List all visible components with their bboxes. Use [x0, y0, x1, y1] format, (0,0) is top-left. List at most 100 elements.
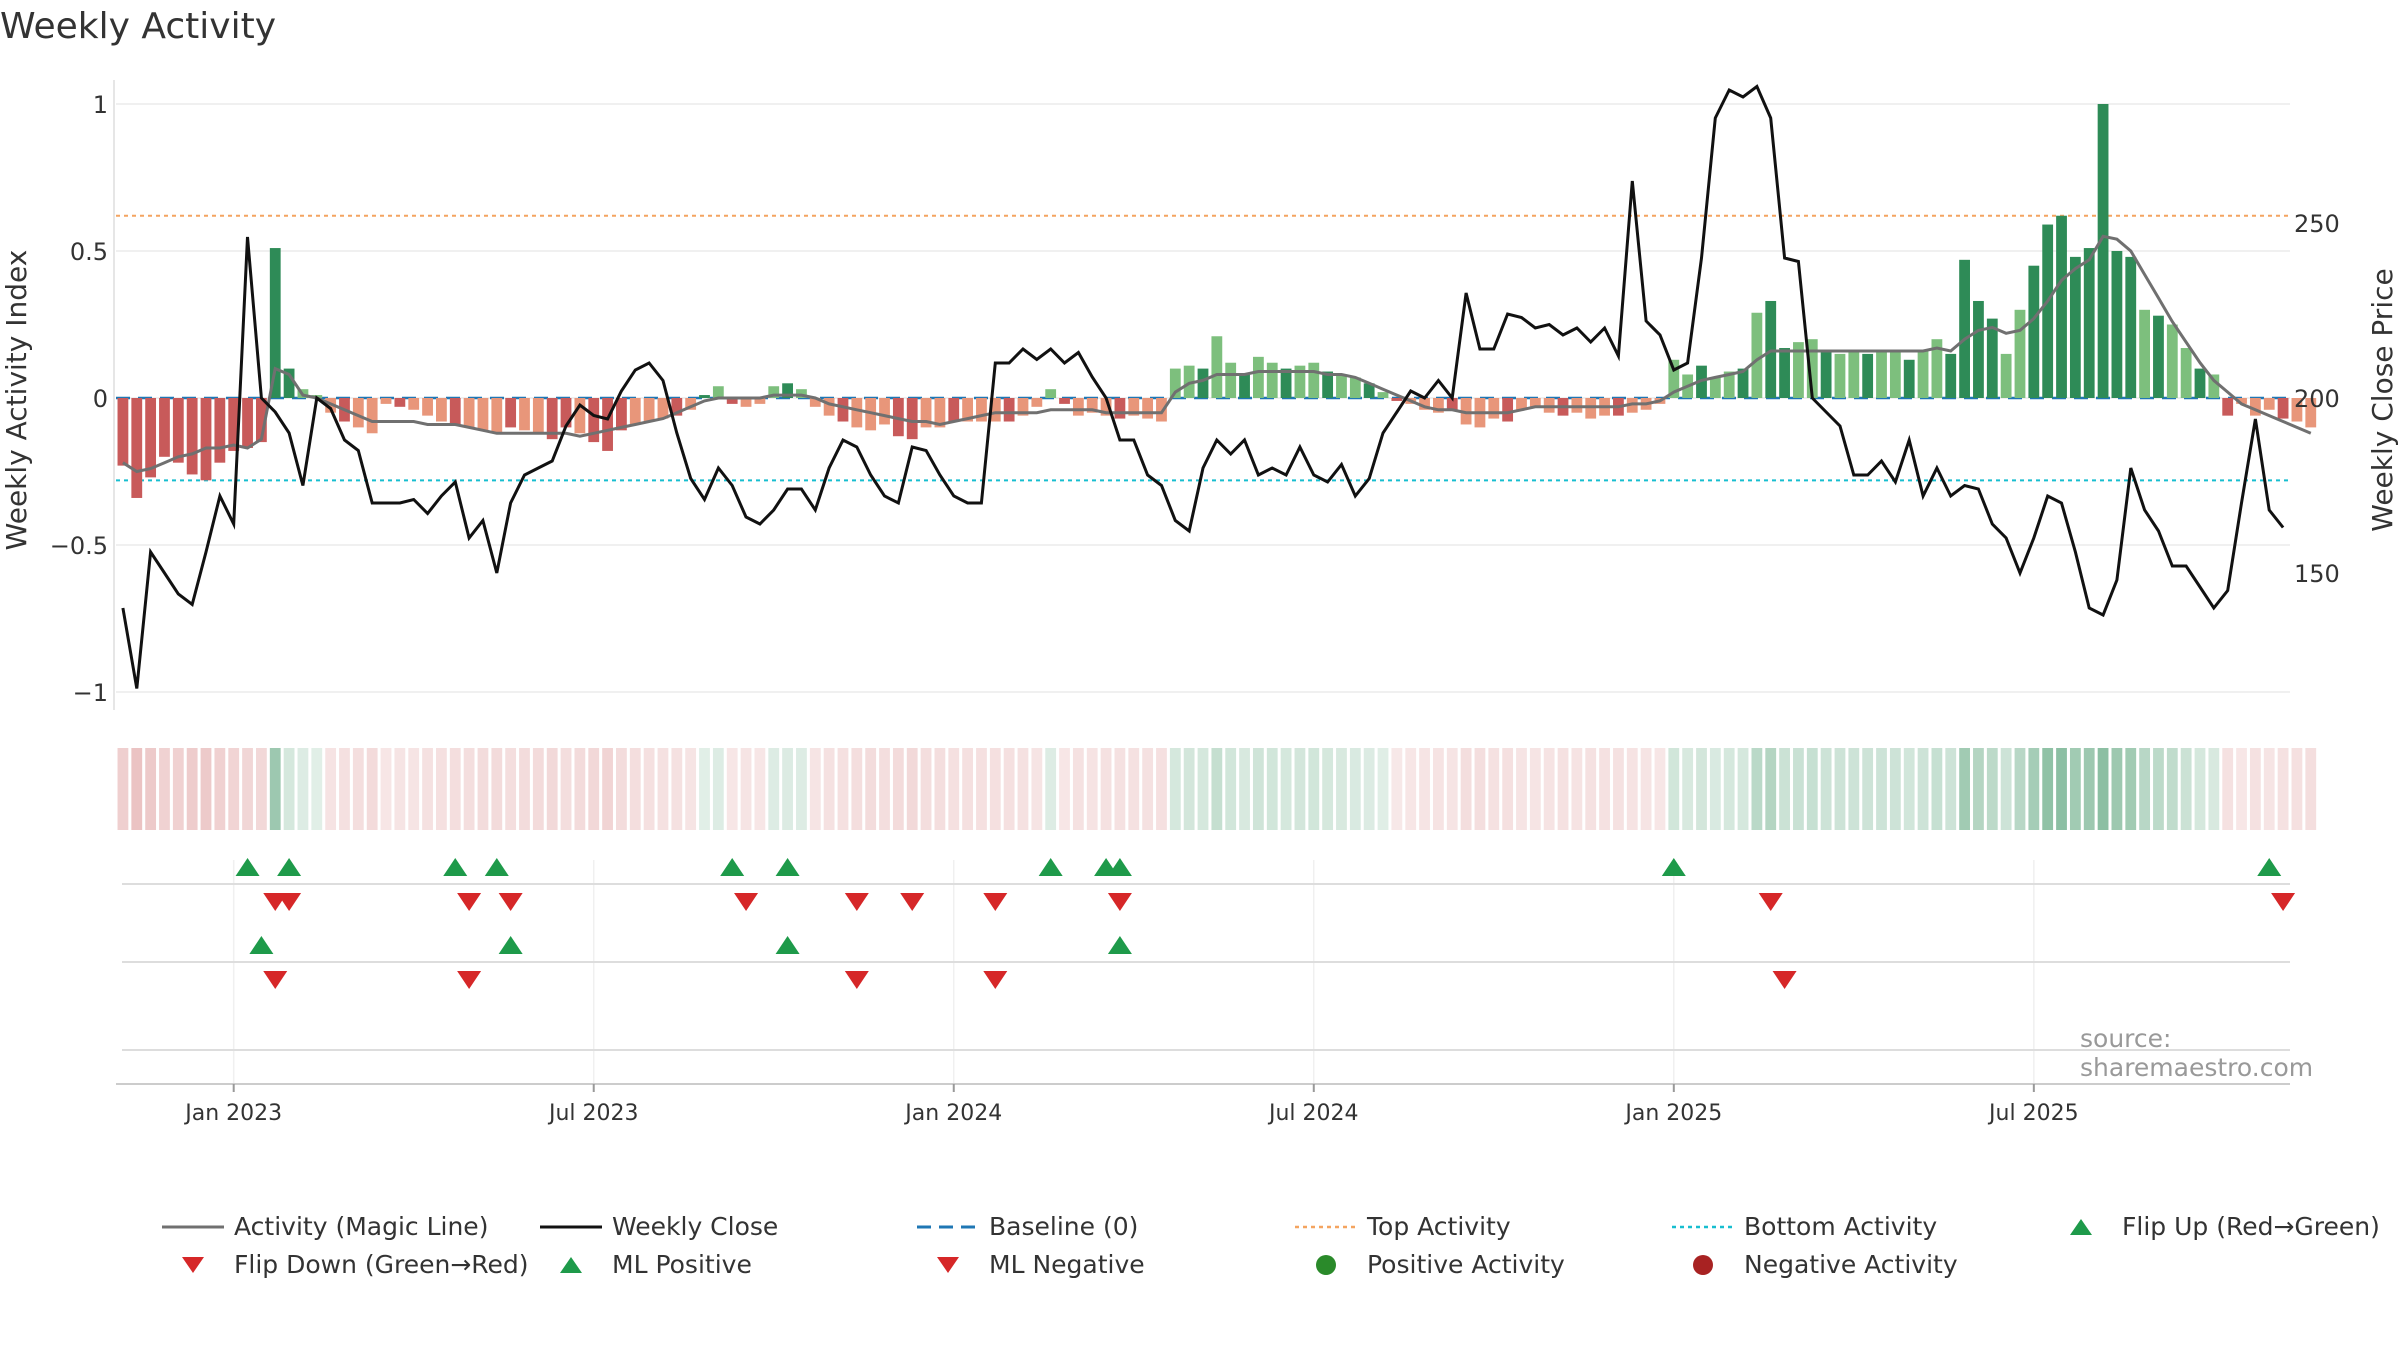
heat-cell	[740, 748, 752, 830]
heat-cell	[1072, 748, 1084, 830]
heat-cell	[1820, 748, 1832, 830]
activity-bar	[1252, 356, 1264, 398]
activity-bar	[1751, 312, 1763, 398]
heat-cell	[1516, 748, 1527, 830]
heat-cell	[1377, 748, 1389, 830]
activity-bar	[2166, 324, 2178, 398]
activity-bar	[1322, 371, 1334, 398]
y-tick-label: 0	[93, 385, 108, 413]
activity-bar	[1031, 398, 1043, 407]
legend-item: Flip Down (Green→Red)	[160, 1250, 529, 1279]
ml-negative-marker	[983, 971, 1008, 989]
heat-cell	[796, 748, 807, 830]
activity-bar	[214, 398, 226, 463]
activity-bar	[1294, 365, 1306, 398]
activity-bar	[2000, 353, 2012, 398]
triangle-down-icon	[937, 1256, 959, 1273]
activity-bar	[2097, 104, 2109, 398]
activity-bar	[1973, 300, 1984, 398]
activity-bar	[436, 398, 447, 422]
heat-cell	[1599, 748, 1610, 830]
activity-bar	[1862, 353, 1874, 398]
flip-down-marker	[734, 893, 759, 911]
heat-cell	[2236, 748, 2247, 830]
activity-bar	[796, 389, 807, 398]
heat-cell	[1322, 748, 1334, 830]
x-tick-label: Jan 2025	[1623, 1101, 1722, 1126]
activity-bar	[200, 398, 212, 481]
activity-bar	[2111, 251, 2123, 398]
heat-cell	[1336, 748, 1347, 830]
heat-cell	[1239, 748, 1250, 830]
heat-cell	[214, 748, 226, 830]
heat-cell	[1557, 748, 1569, 830]
legend-item: Bottom Activity	[1670, 1212, 1937, 1241]
activity-bar	[449, 398, 461, 425]
activity-bar	[712, 386, 724, 398]
flip-up-marker	[277, 858, 302, 876]
heat-cell	[1266, 748, 1278, 830]
legend: Activity (Magic Line) Weekly Close Baselin…	[160, 1212, 2400, 1292]
heat-cell	[1003, 748, 1015, 830]
activity-bar	[920, 398, 932, 428]
heat-cell	[1488, 748, 1500, 830]
heat-cell	[851, 748, 863, 830]
heat-cell	[2263, 748, 2275, 830]
activity-bar	[1114, 398, 1126, 419]
heat-cell	[1682, 748, 1694, 830]
legend-label: Positive Activity	[1367, 1250, 1565, 1279]
heat-cell	[1433, 748, 1444, 830]
heat-cell	[477, 748, 489, 830]
activity-bar	[172, 398, 184, 463]
heat-cell	[131, 748, 143, 830]
heat-cell	[1363, 748, 1375, 830]
activity-bar	[546, 398, 558, 440]
activity-bar	[1363, 383, 1375, 398]
weekly-close-series	[121, 84, 2285, 689]
heat-cell	[1889, 748, 1901, 830]
heat-cell	[1917, 748, 1929, 830]
activity-bar	[837, 398, 849, 422]
activity-bar	[228, 398, 240, 451]
legend-label: Top Activity	[1367, 1212, 1511, 1241]
heat-cell	[837, 748, 849, 830]
activity-bar	[560, 398, 572, 428]
heat-cell	[712, 748, 724, 830]
activity-bar	[1834, 353, 1846, 398]
flip-down-marker	[1758, 893, 1783, 911]
activity-bar	[1516, 398, 1527, 410]
heat-cell	[1903, 748, 1915, 830]
activity-bar	[2028, 265, 2040, 398]
flip-down-marker	[900, 893, 925, 911]
activity-bar	[1169, 368, 1181, 398]
heat-cell	[1779, 748, 1790, 830]
heat-cell	[1086, 748, 1098, 830]
activity-bar	[1072, 398, 1084, 416]
heat-cell	[1571, 748, 1583, 830]
activity-bar	[1723, 371, 1735, 398]
flip-up-marker	[1038, 858, 1063, 876]
activity-bar	[906, 398, 918, 440]
activity-bar	[574, 398, 586, 434]
heat-cell	[1100, 748, 1112, 830]
heat-cell	[1862, 748, 1874, 830]
green-dot-icon	[1316, 1254, 1336, 1275]
activity-bar	[671, 398, 683, 416]
heat-cell	[865, 748, 877, 830]
heat-cell	[283, 748, 295, 830]
activity-bar	[1737, 368, 1749, 398]
activity-bar	[2014, 309, 2026, 398]
activity-bar	[242, 398, 253, 448]
heat-cell	[1349, 748, 1361, 830]
y2-tick-label: 250	[2294, 210, 2340, 238]
heat-cell	[1529, 748, 1541, 830]
heat-cell	[1626, 748, 1638, 830]
activity-bar	[2305, 398, 2317, 428]
heat-cell	[1183, 748, 1195, 830]
heat-cell	[962, 748, 973, 830]
series-lines	[121, 84, 2312, 689]
x-tick-label: Jul 2025	[1987, 1101, 2079, 1126]
legend-label: Flip Up (Red→Green)	[2122, 1212, 2380, 1241]
y-tick-label: 1	[93, 91, 108, 119]
activity-bar	[823, 398, 835, 416]
